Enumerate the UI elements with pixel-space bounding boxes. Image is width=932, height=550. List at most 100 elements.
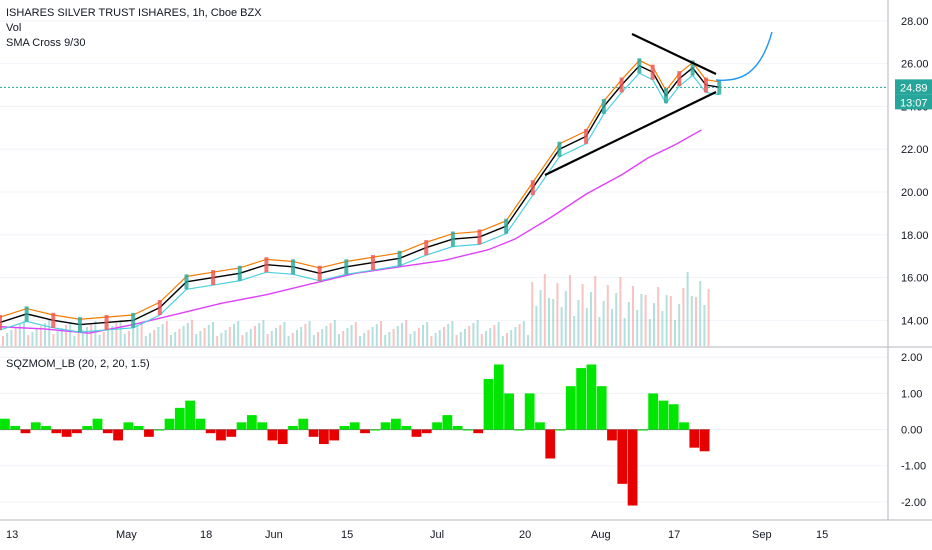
volume-bar-37	[157, 327, 160, 346]
chart-title: ISHARES SILVER TRUST ISHARES, 1h, Cboe B…	[6, 7, 262, 19]
candle-19	[504, 218, 509, 234]
momentum-bar-43	[442, 415, 453, 430]
volume-bar-33	[140, 322, 143, 346]
momentum-bar-36	[370, 429, 381, 431]
candle-0	[0, 314, 2, 330]
volume-bar-42	[178, 329, 181, 346]
candle-12	[317, 265, 322, 281]
candle-10	[264, 257, 269, 273]
volume-bar-89	[375, 324, 378, 346]
sma-200-line	[0, 129, 702, 334]
volume-bar-82	[346, 328, 349, 346]
volume-bar-102	[430, 336, 433, 346]
momentum-bar-57	[586, 364, 597, 430]
volume-bar-104	[438, 330, 441, 346]
volume-bar-45	[191, 320, 193, 346]
price-badge-text: 24.89	[900, 82, 928, 94]
momentum-bar-0	[0, 418, 10, 430]
volume-bar-140	[590, 292, 592, 346]
volume-bar-112	[472, 323, 475, 346]
volume-bar-1	[6, 333, 9, 346]
momentum-bar-62	[637, 429, 648, 431]
projection-curve	[715, 31, 773, 82]
momentum-bar-49	[504, 393, 514, 430]
volume-bar-23	[98, 335, 101, 346]
candle-31	[717, 79, 722, 95]
momentum-bars	[0, 364, 710, 506]
volume-bar-107	[451, 321, 454, 346]
volume-bar-72	[304, 324, 307, 346]
volume-bar-32	[136, 325, 139, 346]
momentum-bar-59	[607, 429, 617, 441]
volume-bar-30	[128, 331, 130, 346]
axes: 28.0026.0024.0022.0020.0018.0016.0014.00…	[6, 16, 932, 541]
volume-bar-166	[699, 281, 702, 346]
volume-bar-85	[359, 336, 361, 346]
volume-bar-106	[447, 324, 450, 346]
volume-bar-22	[94, 321, 97, 346]
volume-bar-154	[648, 319, 651, 346]
candle-17	[450, 231, 455, 247]
sma-200-polyline	[0, 129, 702, 334]
volume-bar-40	[170, 335, 172, 346]
volume-bar-74	[312, 335, 315, 346]
momentum-bar-16	[164, 418, 175, 430]
volume-bar-128	[539, 290, 542, 346]
volume-bar-157	[661, 311, 664, 346]
momentum-bar-34	[349, 422, 360, 430]
momentum-bar-7	[72, 429, 82, 434]
volume-bar-60	[254, 326, 256, 346]
momentum-bar-30	[308, 429, 319, 437]
momentum-bar-60	[617, 429, 628, 484]
volume-bar-159	[669, 296, 672, 346]
time-tick-label-7: Aug	[591, 529, 611, 541]
momentum-bar-39	[401, 425, 412, 430]
candle-9	[237, 265, 242, 281]
candle-27	[664, 88, 668, 104]
countdown-badge	[895, 94, 932, 110]
volume-bar-18	[77, 333, 80, 346]
volume-bar-4	[18, 324, 21, 346]
volume-bar-161	[678, 304, 681, 346]
volume-bar-137	[577, 300, 580, 346]
time-tick-label-9: Sep	[752, 529, 772, 541]
volume-bar-0	[2, 336, 4, 346]
volume-bar-134	[564, 291, 567, 346]
momentum-bar-27	[277, 429, 288, 445]
candle-14	[370, 255, 375, 271]
momentum-bar-1	[10, 425, 21, 430]
volume-bar-158	[665, 295, 668, 346]
candle-23	[601, 98, 606, 114]
time-tick-label-8: 17	[668, 529, 680, 541]
volume-bar-61	[258, 323, 261, 346]
volume-bar-41	[174, 332, 177, 346]
price-tick-label-3: 22.00	[901, 144, 929, 156]
volume-bar-130	[548, 298, 550, 346]
volume-bar-91	[384, 335, 387, 346]
time-tick-label-10: 15	[816, 529, 828, 541]
volume-bar-6	[27, 335, 30, 346]
volume-bar-149	[627, 302, 630, 346]
momentum-bar-41	[421, 429, 432, 434]
momentum-bar-17	[174, 407, 185, 430]
volume-bar-100	[422, 325, 424, 346]
volume-bar-147	[619, 277, 622, 346]
volume-bar-67	[283, 322, 286, 346]
momentum-bar-54	[555, 429, 566, 431]
volume-bar-129	[543, 274, 546, 346]
volume-bar-63	[266, 334, 269, 346]
volume-bar-160	[674, 320, 676, 346]
volume-bar-116	[489, 328, 492, 346]
volume-bar-35	[149, 333, 151, 346]
volume-bar-90	[380, 321, 382, 346]
countdown-badge-text: 13:07	[900, 97, 928, 109]
momentum-tick-label-1: 1.00	[901, 388, 922, 400]
time-tick-label-3: Jun	[265, 529, 283, 541]
momentum-bar-19	[195, 418, 206, 430]
price-line	[0, 58, 722, 333]
price-tick-label-5: 18.00	[901, 230, 929, 242]
volume-bar-88	[371, 327, 374, 346]
volume-bar-69	[291, 333, 294, 346]
momentum-bar-46	[473, 429, 484, 434]
volume-bar-62	[262, 320, 265, 346]
